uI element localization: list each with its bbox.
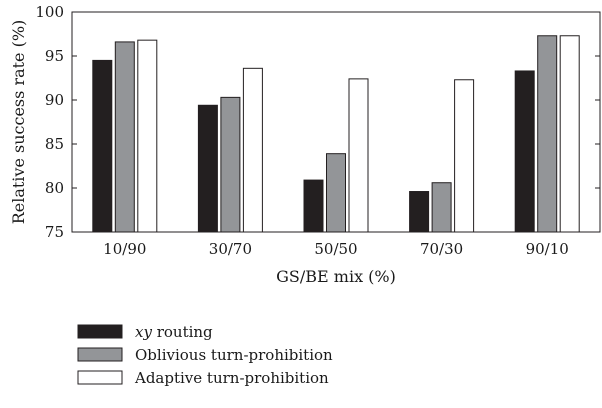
x-axis-label: GS/BE mix (%) (276, 267, 396, 286)
legend-label-xy-rest: routing (152, 323, 213, 341)
bars (92, 35, 580, 233)
x-tick-label-70-30: 70/30 (420, 240, 463, 258)
legend-label-xy-routing: xy routing (135, 323, 213, 341)
bar-series-2-30-70 (220, 96, 241, 233)
x-tick-label-30-70: 30/70 (209, 240, 252, 258)
y-tick-label-95: 95 (45, 47, 64, 65)
legend-swatch-oblivious (77, 347, 123, 362)
y-axis-ticks: 75 80 85 90 95 100 (35, 3, 600, 241)
y-axis-label: Relative success rate (%) (9, 20, 28, 225)
bar-series-1-50-50 (303, 179, 324, 233)
bar-series-1-90-10 (514, 70, 535, 233)
bar-series-3-50-50 (348, 78, 369, 233)
bar-series-3-90-10 (559, 35, 580, 233)
bar-series-3-10-90 (137, 39, 158, 233)
bar-series-3-70-30 (454, 79, 475, 233)
legend-swatch-xy-routing (77, 324, 123, 339)
x-tick-label-50-50: 50/50 (314, 240, 357, 258)
bar-series-1-10-90 (92, 59, 113, 233)
y-tick-label-75: 75 (45, 223, 64, 241)
bar-series-1-70-30 (409, 191, 430, 233)
legend: xy routing Oblivious turn-prohibition Ad… (77, 323, 333, 387)
legend-label-xy-italic: xy (135, 323, 152, 341)
y-tick-label-100: 100 (35, 3, 64, 21)
bar-series-2-70-30 (431, 182, 452, 233)
x-tick-label-10-90: 10/90 (103, 240, 146, 258)
legend-label-adaptive: Adaptive turn-prohibition (134, 369, 329, 387)
x-tick-label-90-10: 90/10 (526, 240, 569, 258)
plot-frame (71, 11, 601, 233)
bar-series-3-30-70 (242, 67, 263, 233)
bar-series-2-10-90 (114, 41, 135, 233)
legend-swatch-adaptive (77, 370, 123, 385)
bar-series-1-30-70 (197, 104, 218, 233)
bar-series-2-90-10 (537, 35, 558, 233)
bar-series-2-50-50 (326, 153, 346, 233)
y-tick-label-90: 90 (45, 91, 64, 109)
legend-label-oblivious: Oblivious turn-prohibition (135, 346, 333, 364)
y-tick-label-85: 85 (45, 135, 64, 153)
y-tick-label-80: 80 (45, 179, 64, 197)
